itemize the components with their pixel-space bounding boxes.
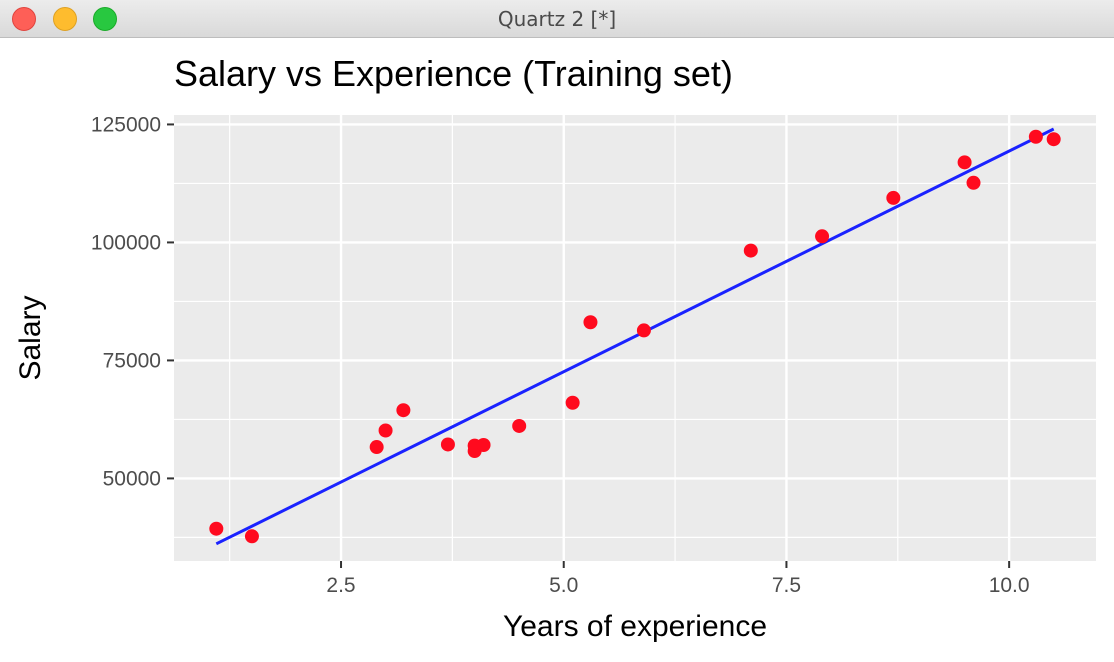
data-point: [583, 315, 598, 330]
y-tick-label: 75000: [103, 349, 161, 372]
data-point: [209, 521, 224, 536]
data-point: [966, 175, 981, 190]
data-point: [476, 437, 491, 452]
data-point: [957, 155, 972, 170]
y-tick-label: 50000: [103, 467, 161, 490]
data-point: [378, 423, 393, 438]
zoom-window-button[interactable]: [93, 7, 117, 31]
x-axis-tick-labels: 2.5 5.0 7.5 10.0: [326, 574, 1029, 597]
data-point: [565, 395, 580, 410]
data-point: [244, 529, 259, 544]
x-tick-label: 2.5: [326, 574, 355, 597]
window-title: Quartz 2 [*]: [497, 7, 617, 31]
chart-title: Salary vs Experience (Training set): [174, 53, 733, 94]
scatter-chart: Salary vs Experience (Training set) 2.5 5…: [14, 53, 1096, 643]
data-point: [440, 437, 455, 452]
data-point: [886, 190, 901, 205]
x-axis-label: Years of experience: [503, 610, 767, 643]
title-bar: Quartz 2 [*]: [0, 0, 1114, 38]
x-tick-label: 5.0: [549, 574, 578, 597]
data-point: [815, 229, 830, 244]
data-point: [636, 323, 651, 338]
close-window-button[interactable]: [12, 7, 36, 31]
data-point: [396, 403, 411, 418]
data-points-layer: [209, 129, 1061, 544]
x-tick-label: 10.0: [989, 574, 1030, 597]
regression-line: [215, 127, 1055, 546]
data-point: [1028, 129, 1043, 144]
data-point: [743, 243, 758, 258]
data-point: [512, 418, 527, 433]
regression-line-layer: [215, 127, 1055, 546]
minimize-window-button[interactable]: [53, 7, 77, 31]
data-point: [369, 440, 384, 455]
y-tick-label: 125000: [91, 113, 161, 136]
data-point: [1046, 132, 1061, 147]
y-axis-label: Salary: [14, 295, 47, 380]
y-axis-tick-labels: 50000 75000 100000 125000: [91, 113, 161, 490]
major-grid: [174, 115, 1096, 561]
axis-ticks: [167, 123, 1011, 568]
minor-grid: [174, 115, 1096, 561]
y-tick-label: 100000: [91, 231, 161, 254]
x-tick-label: 7.5: [772, 574, 801, 597]
